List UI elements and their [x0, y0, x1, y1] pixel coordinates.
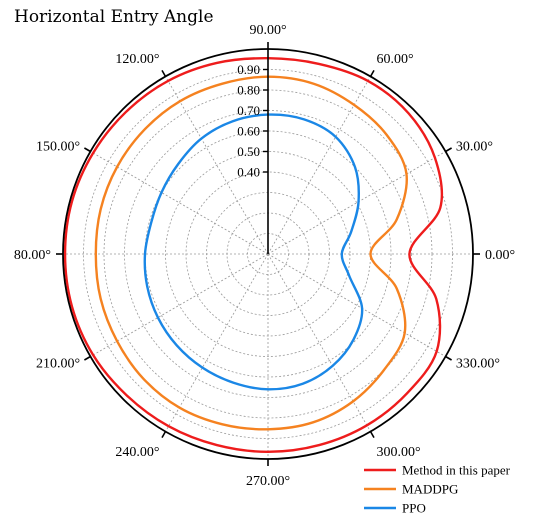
series-lines [63, 57, 444, 454]
radial-tick-label: 0.40 [237, 165, 260, 180]
radial-tick-label: 0.60 [237, 124, 260, 139]
grid-circle [124, 110, 412, 398]
series-line-2 [143, 113, 364, 391]
angle-tick [445, 355, 452, 361]
series-line-0 [63, 57, 444, 454]
angle-tick [369, 70, 375, 77]
polar-grid [63, 49, 473, 459]
angle-tick-label: 60.00° [377, 52, 414, 67]
angle-tick [161, 431, 167, 438]
polar-axes: 0.40 0.50 0.60 0.70 0.80 0.90 0.00° 30.00° 60.00… [14, 23, 515, 489]
angle-tick-label: 270.00° [246, 474, 290, 489]
angle-tick [84, 355, 91, 361]
radial-tick-label: 0.50 [237, 144, 260, 159]
angle-tick-label: 80.00° [14, 248, 51, 263]
angle-tick [84, 147, 91, 153]
legend-label-2: PPO [402, 501, 426, 516]
radial-tick-label: 0.80 [237, 83, 260, 98]
angle-tick-label: 0.00° [485, 248, 515, 263]
angle-tick [445, 147, 452, 153]
legend-label-0: Method in this paper [402, 463, 511, 478]
angle-tick [369, 431, 375, 438]
angle-tick-label: 240.00° [115, 445, 159, 460]
series-line-1 [94, 75, 408, 431]
legend: Method in this paper MADDPG PPO [364, 463, 511, 516]
angle-tick-label: 90.00° [249, 23, 286, 38]
angle-tick-label: 300.00° [377, 445, 421, 460]
angle-tick-label: 330.00° [456, 357, 500, 372]
chart-title: Horizontal Entry Angle [14, 7, 214, 27]
radial-tick-label: 0.70 [237, 103, 260, 118]
grid-spoke [165, 253, 269, 432]
angle-tick-label: 150.00° [36, 140, 80, 155]
grid-circle [144, 130, 392, 378]
legend-label-1: MADDPG [402, 482, 458, 497]
grid-spoke [267, 253, 371, 432]
angle-tick [161, 70, 167, 77]
angle-tick-label: 30.00° [456, 140, 493, 155]
angle-tick-label: 120.00° [115, 52, 159, 67]
radial-tick-label: 0.90 [237, 62, 260, 77]
angle-tick-label: 210.00° [36, 357, 80, 372]
